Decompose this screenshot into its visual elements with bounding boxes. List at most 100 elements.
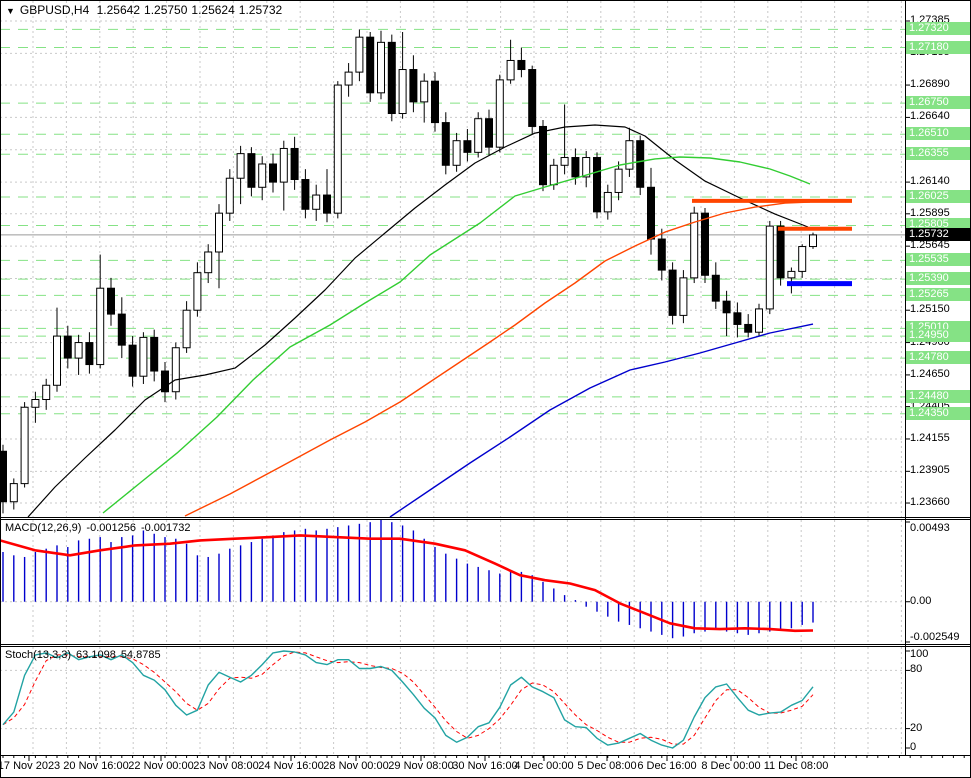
ma-orange [184, 201, 811, 517]
bull-candle-body [798, 246, 807, 272]
price-label: 1.26140 [910, 175, 950, 187]
stoch-indicator-label: Stoch(13,3,3) 63.1098 54.8785 [5, 649, 166, 661]
bear-candle-body [657, 238, 666, 271]
stoch-panel-plot[interactable] [0, 647, 905, 754]
bull-candle-body [614, 168, 623, 193]
bull-candle-body [139, 336, 148, 377]
macd-scale-label: -0.002549 [910, 631, 960, 643]
bull-candle-body [452, 140, 461, 166]
bull-candle-body [96, 287, 105, 366]
time-label: 20 Nov 16:00 [63, 760, 129, 772]
price-label: 1.24155 [910, 432, 950, 444]
price-axis[interactable]: 1.273851.271351.268901.266401.261401.258… [905, 0, 971, 755]
time-label: 8 Dec 00:00 [701, 760, 761, 772]
bear-candle-body [463, 140, 472, 153]
price-level-tag: 1.27320 [906, 22, 970, 35]
time-label: 5 Dec 08:00 [577, 760, 637, 772]
bear-candle-body [711, 274, 720, 302]
bull-candle-body [755, 308, 763, 333]
bull-candle-body [420, 80, 429, 103]
price-level-tag: 1.27180 [906, 41, 970, 54]
time-label: 11 Dec 08:00 [763, 760, 829, 772]
price-level-tag: 1.24780 [906, 351, 970, 364]
bear-candle-body [593, 157, 601, 213]
bear-candle-body [161, 370, 169, 393]
bull-candle-body [53, 335, 61, 386]
bear-candle-body [1, 450, 7, 503]
bull-candle-body [809, 234, 817, 248]
bull-candle-body [765, 225, 774, 310]
bull-candle-body [355, 36, 364, 73]
bear-candle-body [247, 153, 256, 188]
bull-candle-body [679, 277, 688, 316]
bull-candle-body [560, 157, 569, 166]
time-label: 17 Nov 2023 [0, 760, 61, 772]
time-label: 30 Nov 16:00 [452, 760, 518, 772]
macd-panel-plot[interactable] [0, 520, 905, 644]
ohlc-close: 1.25732 [238, 3, 283, 17]
price-label: 1.25895 [910, 207, 950, 219]
price-level-tag: 1.26510 [906, 127, 970, 140]
bear-candle-body [636, 140, 645, 188]
bear-candle-body [668, 269, 677, 316]
stoch-scale-label: 80 [910, 663, 923, 675]
bull-candle-body [333, 84, 342, 214]
bear-candle-body [539, 125, 547, 186]
price-level-tag: 1.24950 [906, 329, 970, 342]
ma-blue [389, 323, 814, 517]
bull-candle-body [506, 59, 515, 81]
bear-candle-body [528, 69, 537, 127]
bear-candle-body [387, 41, 396, 115]
bull-candle-body [495, 79, 504, 148]
bull-candle-body [398, 69, 407, 115]
ohlc-open: 1.25642 [96, 3, 141, 17]
stoch-percent-d-line [2, 651, 814, 745]
bear-candle-body [571, 157, 580, 178]
price-label: 1.25150 [910, 303, 950, 315]
ohlc-high: 1.25750 [144, 3, 188, 17]
bear-candle-body [107, 287, 115, 315]
price-level-tag: 1.26025 [906, 190, 970, 203]
bull-candle-body [625, 140, 634, 170]
time-label: 22 Nov 00:00 [128, 760, 194, 772]
price-level-tag: 1.24350 [906, 407, 970, 420]
symbol-period-label: GBPUSD,H4 [19, 3, 90, 17]
macd-scale-label: 0.00493 [910, 522, 950, 534]
macd-name: MACD(12,26,9) [5, 522, 82, 534]
bull-candle-body [344, 71, 353, 86]
stoch-scale-label: 0 [910, 741, 917, 753]
price-level-tag: 1.25265 [906, 288, 970, 301]
bull-candle-body [582, 157, 591, 178]
time-axis[interactable]: 17 Nov 2023 20 Nov 16:00 22 Nov 00:00 23 No… [0, 755, 971, 778]
bear-candle-body [290, 147, 299, 181]
bull-candle-body [74, 342, 83, 359]
bear-candle-body [701, 212, 709, 276]
bull-candle-body [279, 147, 288, 183]
macd-scale-label: 0.00 [910, 595, 932, 607]
bull-candle-body [236, 153, 245, 179]
macd-value-2: -0.001732 [140, 522, 191, 534]
bull-candle-body [603, 191, 612, 213]
time-label: 28 Nov 00:00 [323, 760, 389, 772]
bear-candle-body [301, 179, 310, 210]
bear-candle-body [323, 194, 331, 214]
price-label: 1.26890 [910, 78, 950, 90]
price-level-tag: 1.26355 [906, 147, 970, 160]
bull-candle-body [171, 347, 180, 393]
ohlc-low: 1.25624 [191, 3, 235, 17]
price-label: 1.23905 [910, 464, 950, 476]
price-label: 1.24650 [910, 368, 950, 380]
time-label: 23 Nov 08:00 [193, 760, 259, 772]
bear-candle-body [733, 312, 742, 325]
bull-candle-body [31, 399, 40, 408]
bull-candle-body [9, 483, 18, 503]
main-chart-plot[interactable] [0, 1, 905, 517]
price-label: 1.25645 [910, 239, 950, 251]
bear-candle-body [776, 225, 785, 279]
chart-title: ▼ GBPUSD,H4 1.25642 1.25750 1.25624 1.25732 [6, 3, 286, 17]
price-label: 1.26640 [910, 110, 950, 122]
bull-candle-body [193, 272, 202, 311]
collapse-icon[interactable]: ▼ [6, 6, 15, 16]
